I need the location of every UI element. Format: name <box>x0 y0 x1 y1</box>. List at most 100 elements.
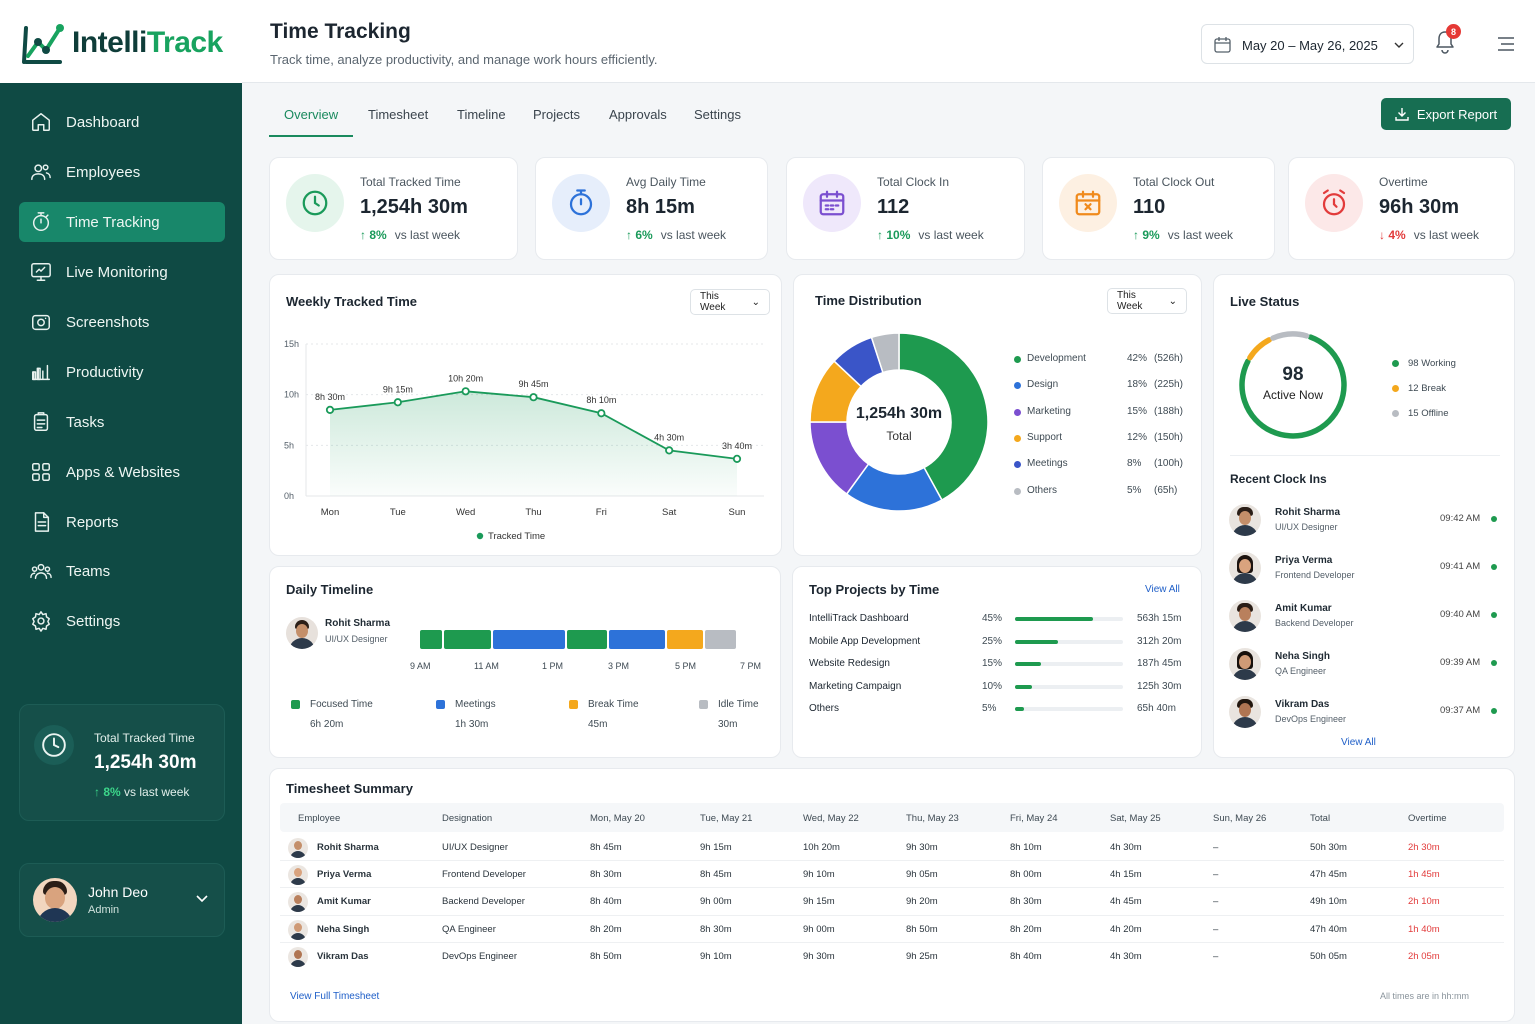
sidebar-item-live-monitoring[interactable]: Live Monitoring <box>19 252 225 292</box>
project-name: IntelliTrack Dashboard <box>809 613 909 624</box>
calendar-icon <box>803 174 861 232</box>
legend-swatch <box>436 700 445 709</box>
table-header-cell: Sat, May 25 <box>1110 813 1161 824</box>
stat-label: Total Clock Out <box>1133 175 1215 189</box>
avatar <box>288 892 308 913</box>
timeline-segment <box>609 630 665 649</box>
recent-role: Backend Developer <box>1275 618 1354 628</box>
view-full-timesheet-link[interactable]: View Full Timesheet <box>290 991 380 1002</box>
overtime-cell: 2h 30m <box>1408 842 1440 853</box>
row-divider <box>280 887 1504 889</box>
legend-hours: (225h) <box>1154 379 1183 391</box>
tab-approvals[interactable]: Approvals <box>609 107 667 122</box>
timeline-segment <box>493 630 565 649</box>
legend-label: Design <box>1027 379 1059 391</box>
project-time: 65h 40m <box>1137 703 1176 715</box>
recent-name: Priya Verma <box>1275 555 1333 566</box>
designation: Frontend Developer <box>442 869 526 881</box>
clock-icon <box>286 174 344 232</box>
arrow-up-icon: ↑ <box>877 228 887 242</box>
project-pct: 10% <box>982 680 1003 692</box>
recent-time: 09:39 AM <box>1440 657 1481 668</box>
stat-change: ↑ 9% vs last week <box>1133 228 1233 242</box>
row-divider <box>280 914 1504 916</box>
tab-settings[interactable]: Settings <box>694 107 741 122</box>
tab-overview[interactable]: Overview <box>284 107 339 122</box>
recent-role: UI/UX Designer <box>1275 522 1338 532</box>
timeline-employee-name: Rohit Sharma <box>325 618 391 629</box>
weekly-tracked-card: Weekly Tracked Time This Week ⌄ 0h 5h 10h 15… <box>269 274 782 556</box>
notifications-button[interactable]: 8 <box>1434 24 1461 58</box>
export-report-button[interactable]: Export Report <box>1381 98 1511 130</box>
sidebar-item-teams[interactable]: Teams <box>19 551 225 591</box>
sidebar-item-settings[interactable]: Settings <box>19 601 225 641</box>
user-name: John Deo <box>88 884 148 900</box>
tab-projects[interactable]: Projects <box>533 107 580 122</box>
menu-icon[interactable] <box>1497 37 1515 51</box>
designation: DevOps Engineer <box>442 950 517 962</box>
distribution-donut <box>809 332 989 512</box>
sidebar-item-apps-websites[interactable]: Apps & Websites <box>19 452 225 492</box>
sidebar-item-productivity[interactable]: Productivity <box>19 352 225 392</box>
table-header-cell: Fri, May 24 <box>1010 813 1058 824</box>
data-point <box>393 398 402 407</box>
stat-label: Avg Daily Time <box>626 175 706 189</box>
distribution-filter-dropdown[interactable]: This Week ⌄ <box>1107 288 1187 314</box>
tab-timeline[interactable]: Timeline <box>457 107 506 122</box>
sidebar-item-label: Teams <box>66 562 111 580</box>
sidebar-item-tasks[interactable]: Tasks <box>19 402 225 442</box>
time-cell: – <box>1213 950 1219 962</box>
table-header-cell: Wed, May 22 <box>803 813 859 824</box>
arrow-up-icon: ↑ <box>626 228 636 242</box>
gear-icon <box>32 611 50 632</box>
sidebar-item-label: Apps & Websites <box>66 463 180 481</box>
weekly-filter-dropdown[interactable]: This Week ⌄ <box>690 289 770 315</box>
clipboard-icon <box>33 412 49 431</box>
legend-label: Support <box>1027 431 1063 443</box>
stat-change-value: 10% <box>886 228 911 242</box>
project-pct: 45% <box>982 613 1003 624</box>
legend-dot <box>1014 356 1021 363</box>
stat-card-total-tracked-time: Total Tracked Time 1,254h 30m ↑ 8% vs last … <box>269 157 518 260</box>
sidebar-item-reports[interactable]: Reports <box>19 502 225 542</box>
donut-center-value: 1,254h 30m <box>855 405 943 422</box>
active-tab-indicator <box>269 135 353 137</box>
online-dot <box>1491 612 1497 618</box>
projects-view-all-link[interactable]: View All <box>1145 584 1180 595</box>
weekly-chart: 0h 5h 10h 15h 8h 30m Mon 9h 15m Tue 10h 20m Wed 9h… <box>284 339 764 542</box>
legend-pct: 18% <box>1127 379 1148 391</box>
recent-role: QA Engineer <box>1275 666 1327 676</box>
sidebar-item-time-tracking[interactable]: Time Tracking <box>19 202 225 242</box>
avatar <box>1229 600 1261 632</box>
sidebar-item-screenshots[interactable]: Screenshots <box>19 302 225 342</box>
legend-label: Development <box>1027 353 1086 364</box>
sidebar-item-label: Settings <box>66 612 121 630</box>
weekly-title: Weekly Tracked Time <box>286 294 418 309</box>
legend-value: 30m <box>718 719 738 730</box>
sidebar: Dashboard Employees Time Tracking Live Moni… <box>0 83 242 1024</box>
area-fill <box>330 391 737 496</box>
sidebar-item-dashboard[interactable]: Dashboard <box>19 102 225 142</box>
time-cell: 4h 20m <box>1110 923 1142 935</box>
time-cell: 47h 40m <box>1310 923 1347 935</box>
employee-name: Priya Verma <box>317 869 372 881</box>
sidebar-summary-card: Total Tracked Time 1,254h 30m ↑ 8% vs la… <box>19 704 225 821</box>
date-range-picker[interactable]: May 20 – May 26, 2025 <box>1201 24 1414 64</box>
live-count-label: Active Now <box>1262 388 1324 402</box>
recent-name: Neha Singh <box>1275 651 1331 662</box>
user-menu[interactable]: John Deo Admin <box>19 863 225 937</box>
sidebar-item-label: Live Monitoring <box>66 263 168 281</box>
time-cell: 8h 20m <box>1010 923 1042 935</box>
project-name: Mobile App Development <box>809 635 921 647</box>
tab-timesheet[interactable]: Timesheet <box>368 107 429 122</box>
legend-dot <box>1014 382 1021 390</box>
chevron-down-icon: ⌄ <box>751 296 760 308</box>
timeline-tick: 9 AM <box>410 661 431 671</box>
sidebar-item-employees[interactable]: Employees <box>19 152 225 192</box>
time-cell: 8h 50m <box>906 923 938 935</box>
sidebar-item-label: Screenshots <box>66 313 150 331</box>
legend-swatch <box>569 700 578 709</box>
x-tick-label: Sun <box>729 507 746 518</box>
data-point <box>529 393 538 402</box>
recent-view-all-link[interactable]: View All <box>1341 737 1376 748</box>
